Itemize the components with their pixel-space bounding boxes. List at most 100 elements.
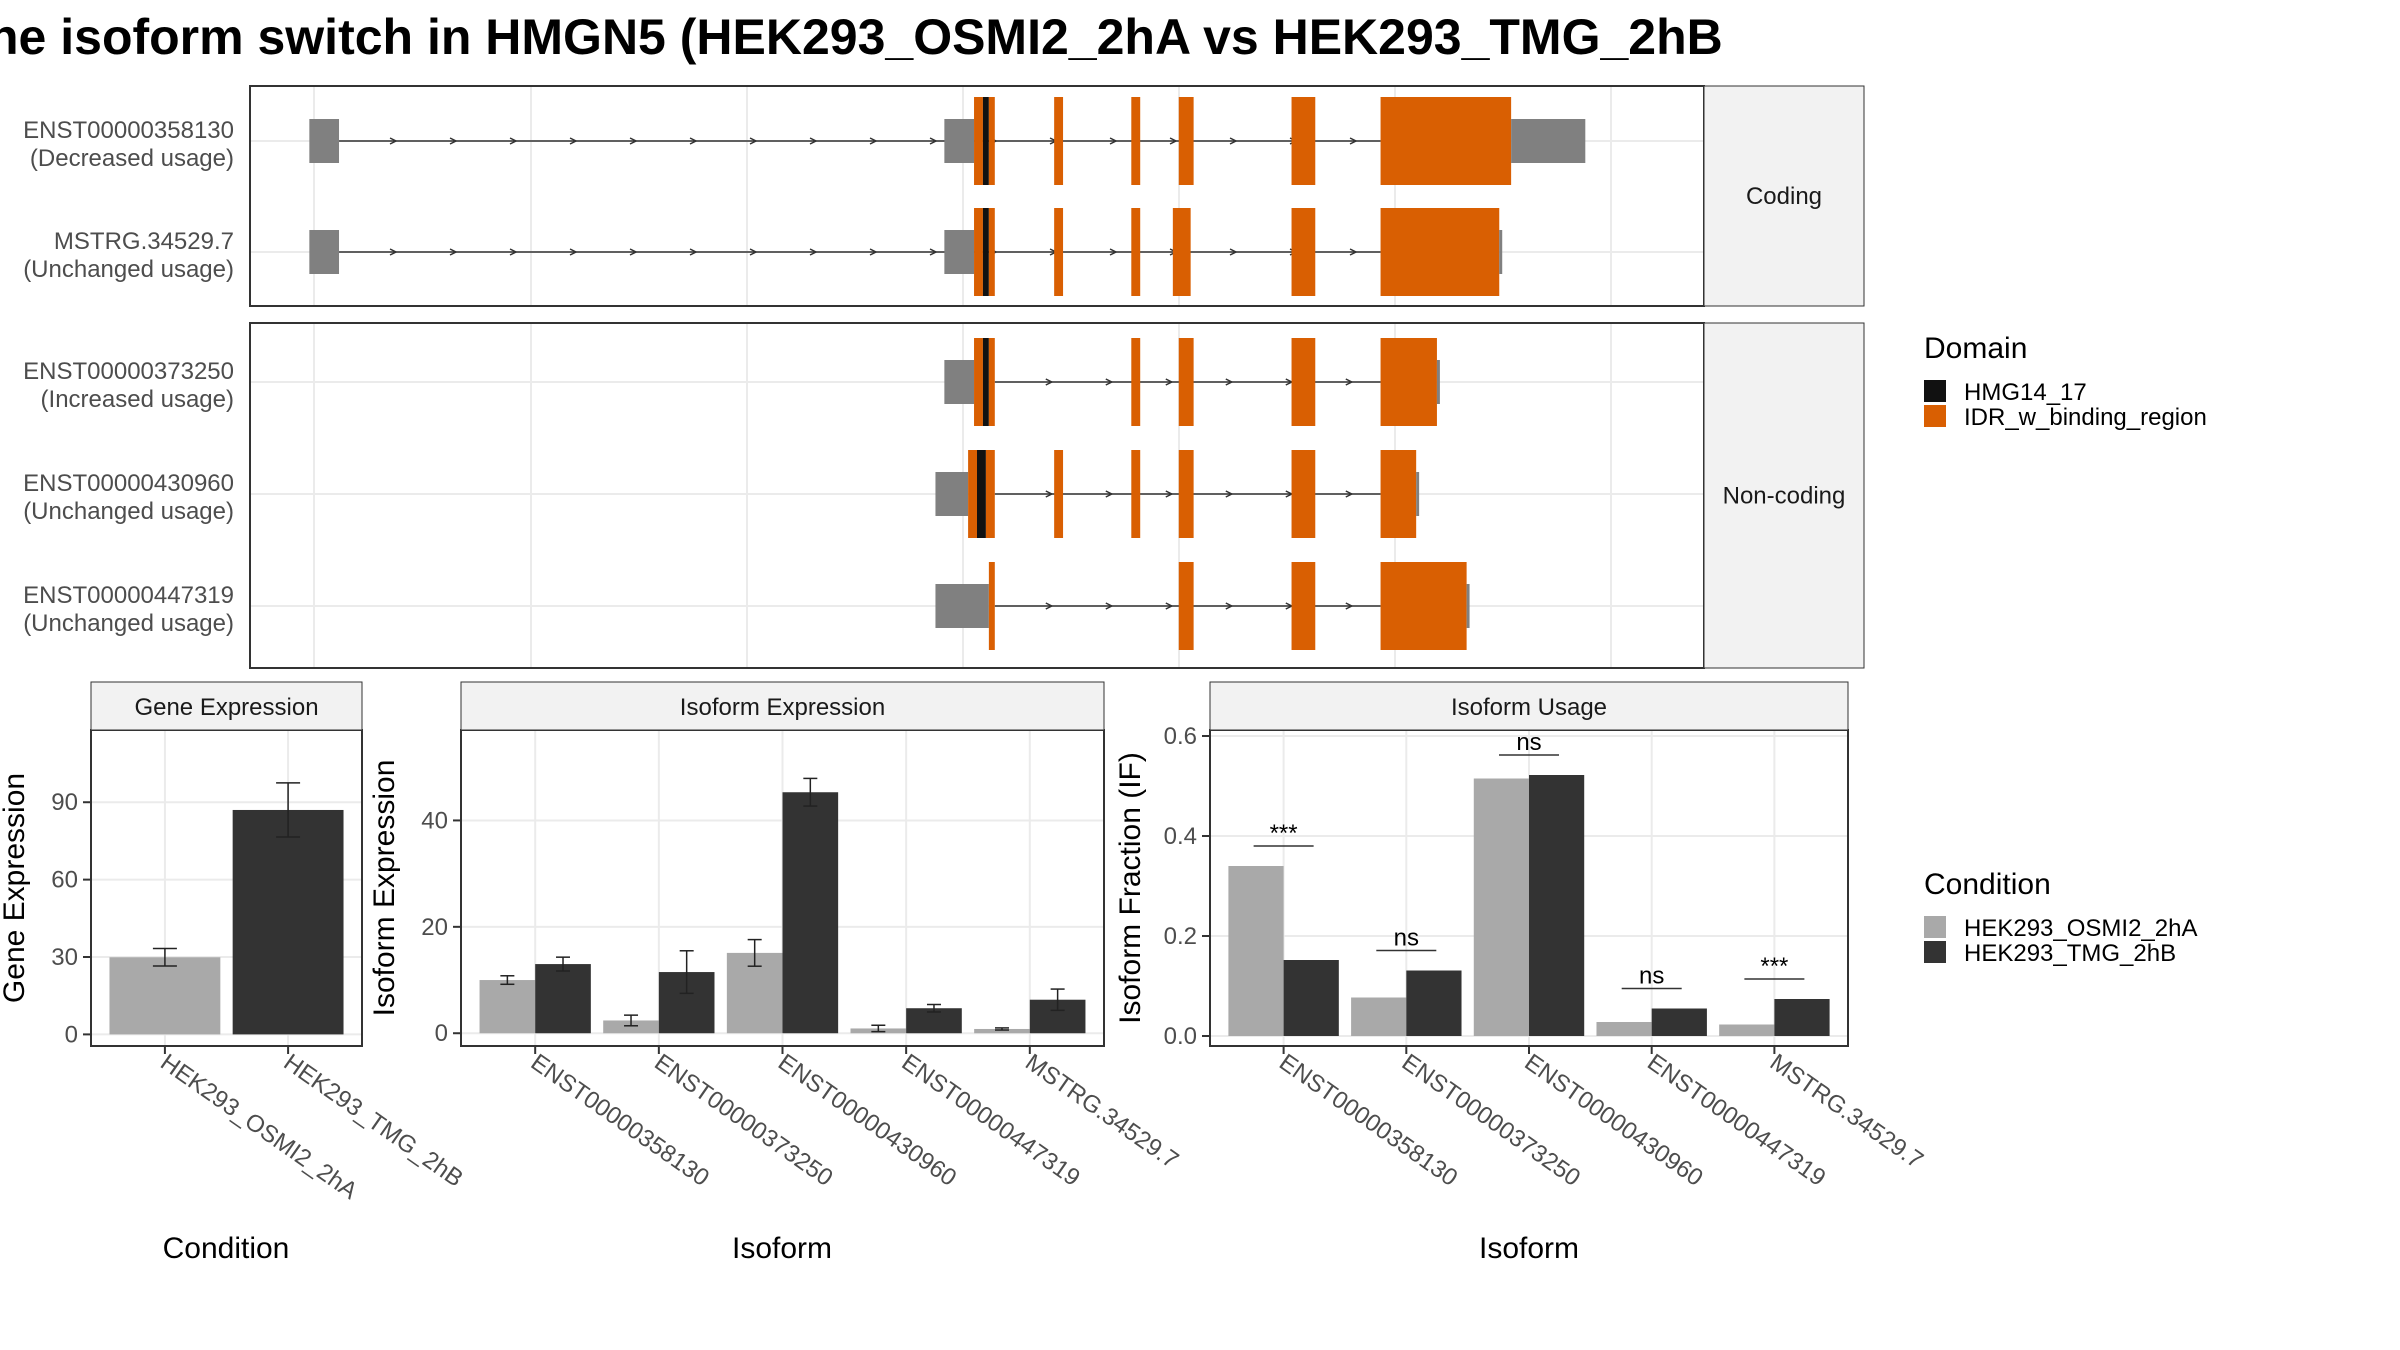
intron-arrow — [1349, 137, 1358, 145]
bar — [1283, 960, 1339, 1036]
legend-label: HMG14_17 — [1964, 379, 2087, 406]
exon-idr — [974, 97, 983, 185]
exon-idr — [1131, 208, 1141, 296]
exon-idr — [1054, 208, 1064, 296]
exon-utr — [935, 472, 969, 516]
exon-idr — [1291, 338, 1316, 426]
y-tick-label: 90 — [51, 789, 78, 816]
exon-idr — [968, 450, 977, 538]
bar — [1596, 1022, 1652, 1036]
bar — [535, 964, 591, 1034]
bar — [1406, 970, 1462, 1036]
facet-strip-label: Coding — [1746, 183, 1822, 210]
exon-idr — [1380, 450, 1417, 538]
exon-utr — [1416, 472, 1420, 516]
chart-title-strip — [460, 681, 1105, 731]
intron-arrow — [449, 248, 458, 256]
intron-arrow — [569, 248, 578, 256]
exon-idr — [1178, 97, 1194, 185]
intron-arrow — [1225, 490, 1234, 498]
intron-arrow — [1349, 248, 1358, 256]
intron-arrow — [1345, 490, 1354, 498]
exon-idr — [1178, 338, 1194, 426]
intron-arrow — [629, 248, 638, 256]
legend-swatch — [1924, 405, 1946, 427]
exon-hmg — [982, 338, 989, 426]
intron-arrow — [449, 137, 458, 145]
transcript-id-label: ENST00000373250 — [23, 358, 234, 385]
exon-idr — [974, 208, 983, 296]
chart-title-strip — [90, 681, 363, 731]
intron-arrow — [1229, 248, 1238, 256]
facet-strip-label: Non-coding — [1723, 483, 1846, 510]
intron-arrow — [389, 248, 398, 256]
legend-label: IDR_w_binding_region — [1964, 404, 2207, 431]
transcript-id-label: ENST00000447319 — [23, 582, 234, 609]
y-tick-label: 0.6 — [1164, 723, 1197, 750]
exon-idr — [1380, 562, 1467, 650]
x-axis-title: Isoform — [732, 1232, 832, 1265]
significance-label: ns — [1394, 925, 1419, 952]
intron-arrow — [1109, 248, 1118, 256]
legend-title: Domain — [1924, 332, 2027, 365]
exon-utr — [977, 584, 989, 628]
y-tick-label: 60 — [51, 867, 78, 894]
exon-idr — [1172, 208, 1191, 296]
bar — [109, 957, 221, 1035]
y-axis-title: Isoform Expression — [368, 760, 401, 1017]
intron-arrow — [1109, 137, 1118, 145]
intron-arrow — [1105, 602, 1114, 610]
legend-title: Condition — [1924, 868, 2051, 901]
intron-arrow — [1169, 137, 1178, 145]
significance-label: ns — [1639, 963, 1664, 990]
intron-arrow — [509, 248, 518, 256]
exon-utr — [944, 119, 975, 163]
exon-idr — [988, 562, 995, 650]
exon-hmg — [977, 450, 986, 538]
exon-utr — [944, 360, 975, 404]
intron-arrow — [689, 248, 698, 256]
transcript-usage-label: (Unchanged usage) — [23, 498, 234, 525]
transcript-id-label: ENST00000358130 — [23, 117, 234, 144]
intron-arrow — [869, 137, 878, 145]
bar — [1351, 997, 1407, 1036]
intron-arrow — [1345, 602, 1354, 610]
intron-arrow — [1225, 602, 1234, 610]
legend-swatch — [1924, 941, 1946, 963]
exon-idr — [1291, 97, 1316, 185]
y-tick-label: 40 — [421, 807, 448, 834]
exon-idr — [1291, 208, 1316, 296]
legend-label: HEK293_OSMI2_2hA — [1964, 915, 2197, 942]
chart-title: Isoform Usage — [1451, 694, 1607, 721]
intron-arrow — [1345, 378, 1354, 386]
bar — [1529, 775, 1585, 1036]
intron-arrow — [1225, 378, 1234, 386]
exon-idr — [1291, 450, 1316, 538]
figure-title: he isoform switch in HMGN5 (HEK293_OSMI2… — [0, 9, 1723, 65]
transcript-id-label: MSTRG.34529.7 — [54, 228, 234, 255]
exon-utr — [944, 230, 975, 274]
expression-bar-charts: Gene Expression0306090HEK293_OSMI2_2hAHE… — [0, 681, 1928, 1265]
intron-arrow — [1165, 602, 1174, 610]
exon-idr — [1131, 450, 1141, 538]
bar — [974, 1028, 1030, 1034]
exon-utr — [309, 119, 340, 163]
bar — [782, 792, 839, 1034]
exon-idr — [988, 338, 995, 426]
exon-utr — [1466, 584, 1470, 628]
exon-idr — [988, 97, 995, 185]
transcript-structure-panel: ENST00000358130(Decreased usage) MSTRG.34… — [23, 85, 1865, 669]
y-tick-label: 0.0 — [1164, 1023, 1197, 1050]
intron-arrow — [1105, 378, 1114, 386]
intron-arrow — [929, 137, 938, 145]
exon-idr — [1291, 562, 1316, 650]
transcript-usage-label: (Unchanged usage) — [23, 256, 234, 283]
significance-label: *** — [1760, 953, 1788, 980]
intron-arrow — [689, 137, 698, 145]
exon-utr — [1511, 119, 1586, 163]
intron-arrow — [749, 137, 758, 145]
intron-arrow — [809, 137, 818, 145]
y-axis-title: Gene Expression — [0, 773, 31, 1003]
